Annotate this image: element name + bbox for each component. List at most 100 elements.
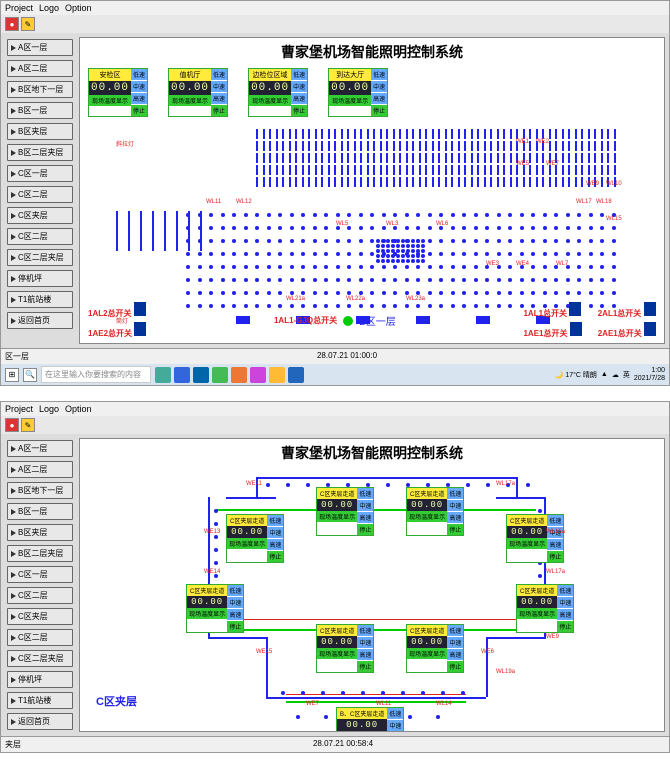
speed-button[interactable]: 高速 <box>447 512 463 524</box>
switch-box[interactable] <box>570 322 582 336</box>
start-button[interactable]: ⊞ <box>5 368 19 382</box>
speed-button[interactable]: 低速 <box>267 515 283 527</box>
sidebar-item[interactable]: C区二层 <box>7 186 73 203</box>
speed-button[interactable]: 停止 <box>227 621 243 632</box>
speed-button[interactable]: 低速 <box>211 69 227 81</box>
speed-button[interactable]: 中速 <box>357 637 373 649</box>
speed-button[interactable]: 中速 <box>291 81 307 93</box>
speed-button[interactable]: 高速 <box>357 512 373 524</box>
sidebar-item[interactable]: 返回首页 <box>7 713 73 730</box>
sidebar-item[interactable]: A区二层 <box>7 461 73 478</box>
speed-button[interactable]: 高速 <box>447 649 463 661</box>
sidebar-item[interactable]: A区二层 <box>7 60 73 77</box>
app-icon[interactable] <box>174 367 190 383</box>
speed-button[interactable]: 高速 <box>357 649 373 661</box>
speed-button[interactable]: 停止 <box>557 621 573 632</box>
sidebar-item[interactable]: B区一层 <box>7 102 73 119</box>
sidebar-item[interactable]: B区二层夹层 <box>7 545 73 562</box>
switch-box[interactable] <box>644 302 656 316</box>
speed-button[interactable]: 中速 <box>227 597 243 609</box>
menu-option[interactable]: Option <box>65 3 92 13</box>
clock[interactable]: 1:00 2021/7/28 <box>634 367 665 382</box>
sidebar-item[interactable]: C区一层 <box>7 566 73 583</box>
sidebar-item[interactable]: T1航站楼 <box>7 291 73 308</box>
sidebar-item[interactable]: C区夹层 <box>7 207 73 224</box>
tray-icon[interactable]: 英 <box>623 370 630 380</box>
speed-button[interactable]: 中速 <box>131 81 147 93</box>
menu-project[interactable]: Project <box>5 404 33 414</box>
search-icon[interactable]: 🔍 <box>23 368 37 382</box>
sidebar-item[interactable]: B区夹层 <box>7 123 73 140</box>
speed-button[interactable]: 低速 <box>371 69 387 81</box>
app-icon[interactable] <box>231 367 247 383</box>
speed-button[interactable]: 高速 <box>211 93 227 105</box>
speed-button[interactable]: 中速 <box>371 81 387 93</box>
sidebar-item[interactable]: C区二层夹层 <box>7 249 73 266</box>
close-icon[interactable]: ● <box>5 17 19 31</box>
switch-box[interactable] <box>644 322 656 336</box>
speed-button[interactable]: 高速 <box>557 609 573 621</box>
sidebar-item[interactable]: B区二层夹层 <box>7 144 73 161</box>
sidebar-item[interactable]: T1航站楼 <box>7 692 73 709</box>
speed-button[interactable]: 低速 <box>357 625 373 637</box>
speed-button[interactable]: 高速 <box>131 93 147 105</box>
sidebar-item[interactable]: B区地下一层 <box>7 482 73 499</box>
sidebar-item[interactable]: A区一层 <box>7 39 73 56</box>
speed-button[interactable]: 停止 <box>291 105 307 116</box>
speed-button[interactable]: 低速 <box>131 69 147 81</box>
sidebar-item[interactable]: B区夹层 <box>7 524 73 541</box>
speed-button[interactable]: 停止 <box>131 105 147 116</box>
speed-button[interactable]: 低速 <box>447 625 463 637</box>
switch-box[interactable] <box>134 322 146 336</box>
speed-button[interactable]: 高速 <box>267 539 283 551</box>
app-icon[interactable] <box>155 367 171 383</box>
speed-button[interactable]: 停止 <box>357 524 373 535</box>
speed-button[interactable]: 低速 <box>227 585 243 597</box>
speed-button[interactable]: 停止 <box>211 105 227 116</box>
switch-box[interactable] <box>569 302 581 316</box>
speed-button[interactable]: 停止 <box>547 551 563 562</box>
app-icon[interactable] <box>269 367 285 383</box>
speed-button[interactable]: 低速 <box>547 515 563 527</box>
tray-icon[interactable]: ☁ <box>612 371 619 379</box>
speed-button[interactable]: 停止 <box>447 524 463 535</box>
speed-button[interactable]: 停止 <box>447 661 463 672</box>
sidebar-item[interactable]: 停机坪 <box>7 270 73 287</box>
speed-button[interactable]: 中速 <box>447 500 463 512</box>
speed-button[interactable]: 中速 <box>387 720 403 732</box>
speed-button[interactable]: 停止 <box>371 105 387 116</box>
close-icon[interactable]: ● <box>5 418 19 432</box>
search-input[interactable]: 在这里输入你要搜索的内容 <box>41 366 151 383</box>
app-icon[interactable] <box>288 367 304 383</box>
speed-button[interactable]: 低速 <box>357 488 373 500</box>
sidebar-item[interactable]: C区二层 <box>7 228 73 245</box>
sidebar-item[interactable]: B区地下一层 <box>7 81 73 98</box>
menu-project[interactable]: Project <box>5 3 33 13</box>
speed-button[interactable]: 高速 <box>371 93 387 105</box>
sidebar-item[interactable]: B区一层 <box>7 503 73 520</box>
sidebar-item[interactable]: C区二层 <box>7 629 73 646</box>
app-icon[interactable] <box>212 367 228 383</box>
speed-button[interactable]: 中速 <box>557 597 573 609</box>
tool-icon[interactable]: ✎ <box>21 17 35 31</box>
speed-button[interactable]: 高速 <box>227 609 243 621</box>
speed-button[interactable]: 中速 <box>447 637 463 649</box>
sidebar-item[interactable]: C区一层 <box>7 165 73 182</box>
speed-button[interactable]: 低速 <box>447 488 463 500</box>
speed-button[interactable]: 停止 <box>267 551 283 562</box>
speed-button[interactable]: 高速 <box>291 93 307 105</box>
speed-button[interactable]: 中速 <box>357 500 373 512</box>
sidebar-item[interactable]: C区夹层 <box>7 608 73 625</box>
speed-button[interactable]: 高速 <box>547 539 563 551</box>
app-icon[interactable] <box>250 367 266 383</box>
app-icon[interactable] <box>193 367 209 383</box>
speed-button[interactable]: 低速 <box>387 708 403 720</box>
sidebar-item[interactable]: C区二层 <box>7 587 73 604</box>
sidebar-item[interactable]: C区二层夹层 <box>7 650 73 667</box>
speed-button[interactable]: 中速 <box>267 527 283 539</box>
menu-logo[interactable]: Logo <box>39 3 59 13</box>
switch-box[interactable] <box>134 302 146 316</box>
sidebar-item[interactable]: 停机坪 <box>7 671 73 688</box>
sidebar-item[interactable]: 返回首页 <box>7 312 73 329</box>
menu-logo[interactable]: Logo <box>39 404 59 414</box>
